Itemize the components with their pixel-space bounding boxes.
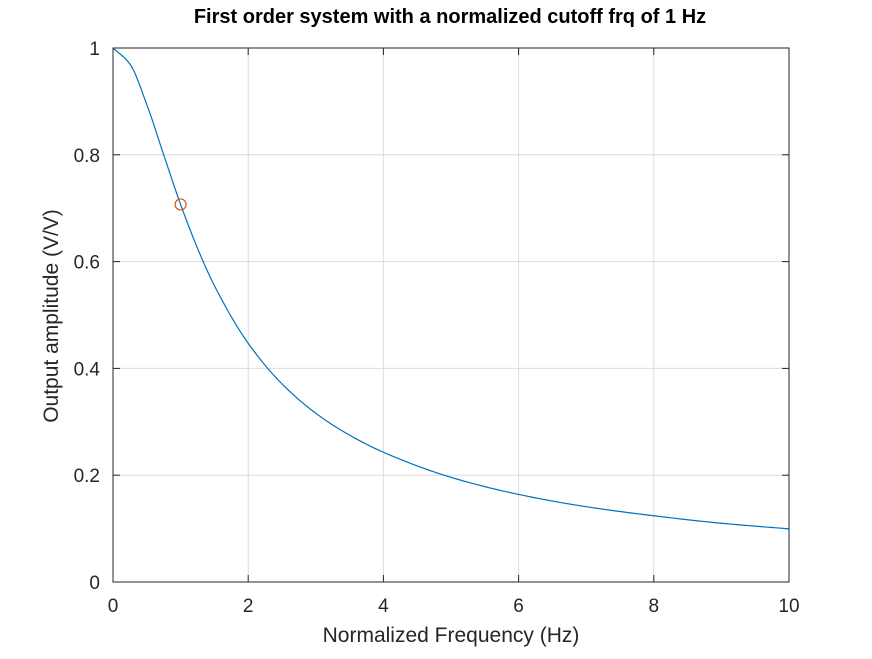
x-tick-label: 4 bbox=[378, 596, 389, 617]
y-tick-label: 0 bbox=[89, 573, 100, 594]
x-tick-label: 10 bbox=[778, 596, 799, 617]
x-tick-label: 6 bbox=[513, 596, 524, 617]
y-tick-label: 1 bbox=[89, 39, 100, 60]
cutoff-marker bbox=[174, 198, 187, 211]
y-tick-label: 0.6 bbox=[74, 253, 100, 274]
x-tick-label: 8 bbox=[649, 596, 660, 617]
axes-box bbox=[112, 47, 790, 583]
x-axis-label: Normalized Frequency (Hz) bbox=[323, 624, 580, 647]
y-tick-label: 0.8 bbox=[74, 146, 100, 167]
grid bbox=[113, 48, 789, 582]
x-tick-label: 2 bbox=[243, 596, 254, 617]
series-line bbox=[112, 47, 790, 530]
y-tick-label: 0.2 bbox=[74, 466, 100, 487]
chart-title: First order system with a normalized cut… bbox=[194, 6, 706, 28]
axes bbox=[112, 47, 790, 583]
y-tick-label: 0.4 bbox=[74, 359, 101, 380]
x-tick-label: 0 bbox=[108, 596, 119, 617]
tick-labels: 0 2 4 6 8 10 0 0.2 0.4 0.6 0.8 1 bbox=[74, 39, 800, 617]
series-layer bbox=[112, 47, 790, 530]
plot-area bbox=[113, 48, 789, 582]
y-axis-label: Output amplitude (V/V) bbox=[40, 209, 63, 423]
